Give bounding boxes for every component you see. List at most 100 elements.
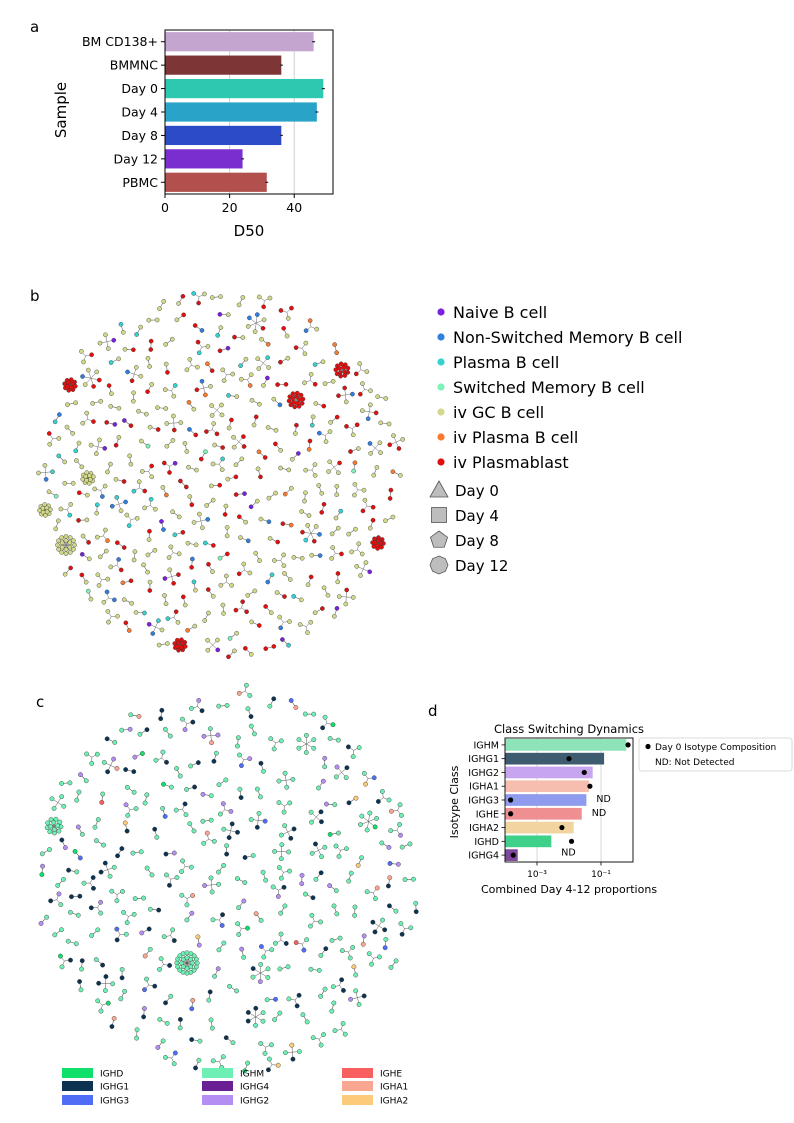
network-cluster bbox=[263, 604, 274, 616]
network-node bbox=[142, 488, 148, 494]
network-node bbox=[149, 463, 154, 469]
network-node bbox=[248, 817, 254, 822]
network-node bbox=[288, 835, 294, 841]
network-node bbox=[318, 870, 324, 876]
network-node bbox=[318, 919, 323, 925]
network-node bbox=[63, 551, 69, 556]
network-node bbox=[118, 567, 124, 573]
network-node bbox=[262, 818, 268, 824]
network-node bbox=[399, 931, 405, 937]
network-node bbox=[186, 400, 192, 405]
network-node bbox=[386, 797, 392, 803]
network-node bbox=[210, 461, 216, 467]
network-node bbox=[100, 494, 105, 499]
network-node bbox=[158, 716, 164, 722]
network-cluster bbox=[122, 820, 130, 834]
network-node bbox=[202, 291, 207, 297]
panel-d-title: Class Switching Dynamics bbox=[494, 722, 644, 736]
network-node bbox=[180, 969, 186, 975]
network-node bbox=[51, 806, 57, 811]
network-node bbox=[337, 370, 343, 376]
network-node bbox=[147, 588, 153, 593]
network-node bbox=[134, 515, 140, 521]
panel-d-legend-label: Day 0 Isotype Composition bbox=[655, 743, 776, 753]
network-node bbox=[275, 894, 281, 899]
network-cluster bbox=[333, 843, 349, 859]
network-node bbox=[167, 882, 172, 888]
network-cluster bbox=[164, 872, 180, 888]
network-cluster bbox=[220, 367, 235, 383]
network-node bbox=[346, 800, 352, 806]
network-node bbox=[48, 823, 53, 829]
network-cluster bbox=[236, 295, 246, 308]
network-cluster bbox=[360, 497, 376, 514]
network-node bbox=[258, 962, 264, 967]
network-node bbox=[285, 964, 291, 970]
network-node bbox=[358, 573, 363, 578]
network-node bbox=[282, 571, 287, 576]
network-cluster bbox=[387, 861, 401, 867]
network-node bbox=[53, 526, 59, 532]
network-cluster bbox=[163, 850, 177, 857]
network-cluster bbox=[317, 429, 333, 444]
network-node bbox=[383, 936, 389, 942]
panel-a-ytick-label: Day 8 bbox=[121, 128, 158, 143]
network-node bbox=[193, 1065, 198, 1071]
network-node bbox=[353, 988, 359, 994]
network-cluster bbox=[335, 571, 341, 585]
network-node bbox=[285, 355, 291, 361]
network-node bbox=[293, 431, 298, 436]
network-cluster bbox=[231, 434, 247, 450]
network-node bbox=[280, 521, 286, 526]
network-node bbox=[174, 317, 180, 323]
network-node bbox=[70, 431, 75, 436]
network-node bbox=[119, 846, 125, 851]
legend-isotype-swatch bbox=[62, 1081, 93, 1091]
legend-timepoint-label: Day 4 bbox=[455, 507, 499, 525]
network-node bbox=[366, 951, 372, 957]
network-node bbox=[169, 784, 174, 790]
network-node bbox=[105, 576, 111, 582]
network-cluster bbox=[345, 744, 362, 759]
network-cluster bbox=[94, 527, 110, 543]
network-node bbox=[334, 414, 340, 420]
network-node bbox=[334, 492, 340, 497]
panel-d-bar bbox=[505, 752, 605, 765]
network-node bbox=[224, 525, 230, 530]
network-node bbox=[272, 1017, 277, 1023]
network-node bbox=[98, 869, 104, 875]
network-node bbox=[177, 773, 183, 779]
network-node bbox=[254, 824, 260, 830]
network-node bbox=[261, 954, 267, 960]
network-node bbox=[167, 733, 173, 739]
network-cluster bbox=[123, 802, 139, 818]
network-node bbox=[123, 620, 129, 626]
network-node bbox=[287, 619, 292, 624]
network-node bbox=[200, 525, 205, 531]
network-node bbox=[223, 503, 229, 509]
network-node bbox=[56, 453, 62, 459]
network-cluster bbox=[108, 557, 124, 573]
network-cluster bbox=[189, 556, 195, 570]
network-node bbox=[278, 448, 283, 453]
network-cluster bbox=[351, 964, 359, 978]
network-node bbox=[156, 642, 162, 648]
legend-octagon-icon bbox=[429, 555, 449, 575]
network-node bbox=[145, 569, 150, 575]
network-node bbox=[193, 432, 199, 438]
network-node bbox=[364, 827, 370, 833]
network-node bbox=[253, 414, 259, 420]
network-node bbox=[188, 864, 194, 870]
network-node bbox=[303, 328, 309, 333]
network-node bbox=[163, 406, 169, 411]
network-node bbox=[89, 352, 94, 358]
network-node bbox=[296, 451, 301, 456]
network-node bbox=[210, 497, 216, 503]
network-cluster bbox=[256, 449, 268, 460]
network-node bbox=[258, 516, 264, 522]
network-node bbox=[136, 713, 142, 719]
network-node bbox=[321, 1032, 326, 1037]
network-cluster bbox=[106, 383, 114, 396]
network-node bbox=[269, 1042, 274, 1048]
